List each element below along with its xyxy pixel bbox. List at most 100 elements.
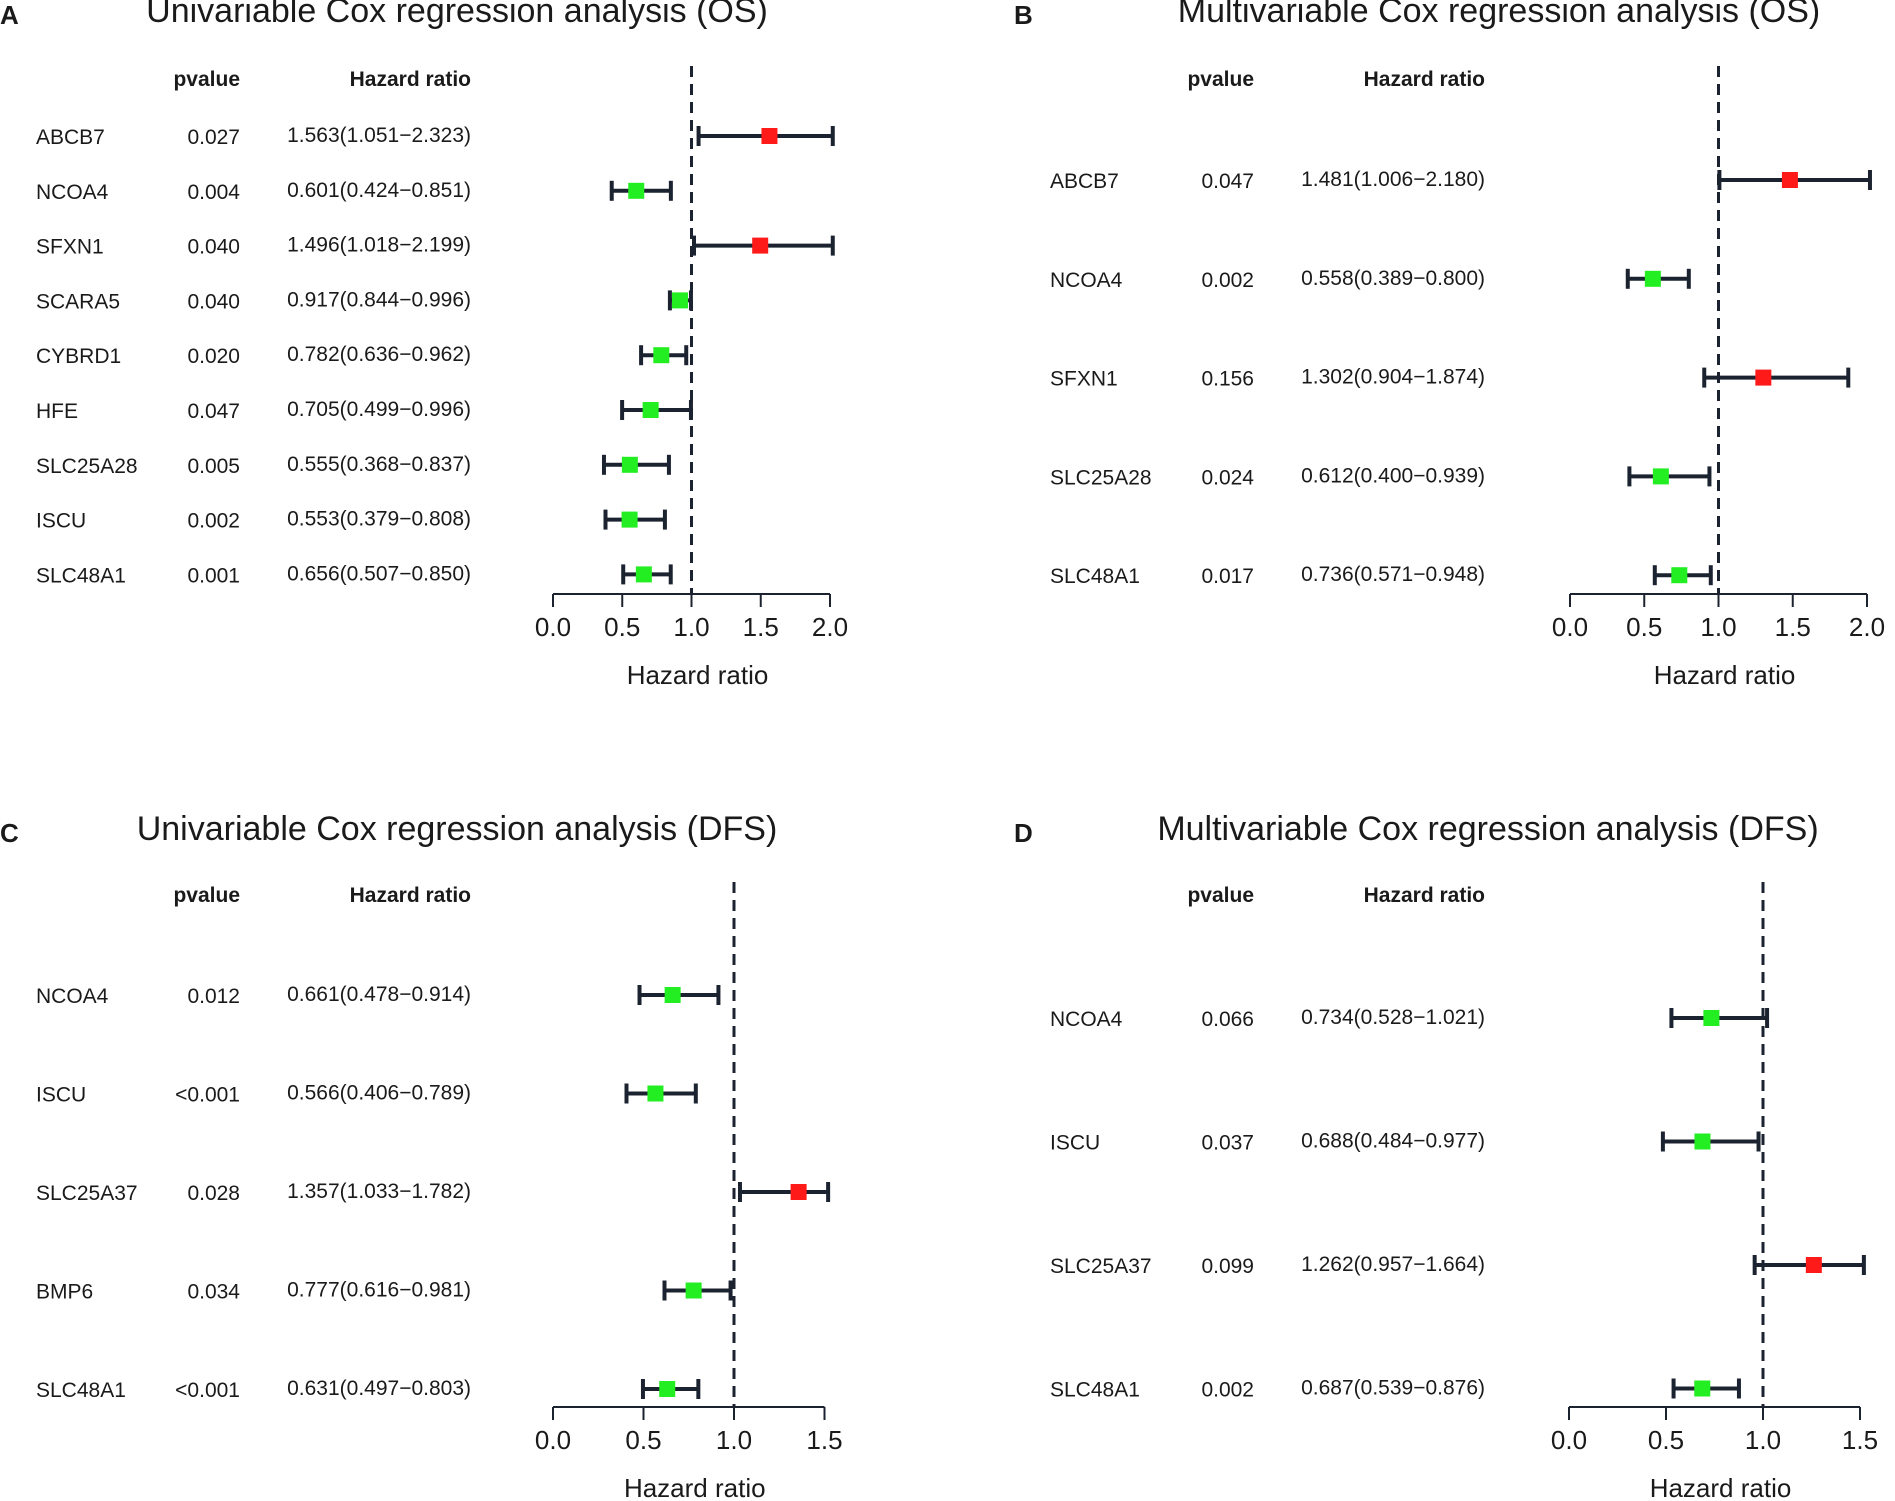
x-tick-label: 0.0: [535, 1425, 571, 1455]
p-value: 0.047: [187, 400, 240, 423]
x-axis-label: Hazard ratio: [627, 660, 769, 690]
hazard-ratio-ci: 0.917(0.844−0.996): [287, 288, 471, 311]
hr-point: [635, 566, 652, 583]
hazard-ratio-ci: 1.496(1.018−2.199): [287, 234, 471, 257]
forest-row: NCOA4 0.002 0.558(0.389−0.800): [1050, 267, 1691, 292]
hazard-ratio-ci: 0.687(0.539−0.876): [1301, 1377, 1485, 1400]
gene-name: BMP6: [36, 1281, 93, 1304]
hazard-ratio-ci: 0.566(0.406−0.789): [287, 1082, 471, 1105]
p-value: <0.001: [175, 1379, 240, 1402]
p-value: 0.020: [187, 345, 240, 368]
gene-name: ISCU: [1050, 1132, 1100, 1155]
gene-name: NCOA4: [36, 181, 109, 204]
x-tick-label: 2.0: [1849, 612, 1885, 642]
forest-row: SLC48A1 0.002 0.687(0.539−0.876): [1050, 1377, 1741, 1402]
hazard-ratio-ci: 0.661(0.478−0.914): [287, 983, 471, 1006]
forest-row: BMP6 0.034 0.777(0.616−0.981): [36, 1279, 733, 1304]
hr-point: [1781, 172, 1798, 188]
gene-name: ISCU: [36, 510, 86, 533]
hazard-ratio-ci: 0.782(0.636−0.962): [287, 343, 471, 366]
gene-name: CYBRD1: [36, 345, 121, 368]
pvalue-header: pvalue: [1187, 884, 1254, 907]
forest-row: NCOA4 0.004 0.601(0.424−0.851): [36, 179, 673, 204]
forest-row: SLC48A1 0.017 0.736(0.571−0.948): [1050, 563, 1713, 588]
x-tick-label: 0.5: [604, 612, 640, 642]
panel-title: Multivariable Cox regression analysis (D…: [1157, 810, 1818, 848]
forest-row: SLC25A37 0.028 1.357(1.033−1.782): [36, 1180, 831, 1205]
hr-point: [752, 237, 769, 254]
forest-row: SLC25A37 0.099 1.262(0.957−1.664): [1050, 1253, 1866, 1278]
p-value: 0.027: [187, 126, 240, 149]
hr-point: [642, 402, 659, 418]
hr-point: [1644, 270, 1661, 287]
panel-d: D Multivariable Cox regression analysis (…: [1014, 810, 1878, 1501]
pvalue-header: pvalue: [173, 68, 240, 91]
x-axis: 0.0 0.5 1.0 1.5 2.0 Hazard ratio: [535, 593, 848, 690]
panel-b: B Multivariable Cox regression analysis (…: [1014, 0, 1885, 690]
p-value: 0.012: [187, 985, 240, 1008]
hazard-ratio-ci: 1.481(1.006−2.180): [1301, 168, 1485, 191]
gene-name: SLC48A1: [36, 1379, 126, 1402]
x-axis: 0.0 0.5 1.0 1.5 Hazard ratio: [535, 1406, 843, 1501]
hr-point: [1694, 1380, 1711, 1397]
forest-row: ABCB7 0.047 1.481(1.006−2.180): [1050, 168, 1872, 193]
hr-point: [653, 347, 670, 364]
forest-row: NCOA4 0.066 0.734(0.528−1.021): [1050, 1006, 1770, 1031]
x-tick-label: 0.0: [535, 612, 571, 642]
panel-letter: B: [1014, 0, 1033, 30]
panel-c: C Univariable Cox regression analysis (DF…: [0, 810, 843, 1501]
forest-row: CYBRD1 0.020 0.782(0.636−0.962): [36, 343, 689, 368]
pvalue-header: pvalue: [173, 884, 240, 907]
x-tick-label: 0.0: [1552, 612, 1588, 642]
gene-name: SFXN1: [36, 236, 104, 259]
p-value: 0.156: [1201, 368, 1254, 391]
hr-point: [1805, 1257, 1822, 1273]
hr-point: [1694, 1133, 1711, 1150]
hr-point: [621, 511, 638, 528]
gene-name: SCARA5: [36, 290, 120, 313]
hr-point: [621, 456, 638, 473]
forest-row: SFXN1 0.040 1.496(1.018−2.199): [36, 234, 835, 259]
gene-name: ISCU: [36, 1084, 86, 1107]
gene-name: NCOA4: [1050, 1008, 1123, 1031]
gene-name: ABCB7: [1050, 170, 1119, 193]
hr-point: [790, 1184, 807, 1200]
gene-name: SLC25A28: [1050, 466, 1152, 489]
x-tick-label: 1.5: [743, 612, 779, 642]
forest-row: SFXN1 0.156 1.302(0.904−1.874): [1050, 366, 1851, 391]
panel-title: Univariable Cox regression analysis (DFS…: [137, 810, 778, 848]
p-value: 0.034: [187, 1281, 240, 1304]
pvalue-header: pvalue: [1187, 68, 1254, 91]
panel-a: A Univariable Cox regression analysis (OS…: [0, 0, 848, 690]
forest-row: SLC48A1 0.001 0.656(0.507−0.850): [36, 562, 673, 587]
panel-title: Multivariable Cox regression analysis (O…: [1178, 0, 1820, 30]
hazard-ratio-ci: 0.555(0.368−0.837): [287, 453, 471, 476]
p-value: 0.002: [1201, 269, 1254, 292]
gene-name: ABCB7: [36, 126, 105, 149]
hr-point: [647, 1085, 664, 1102]
x-tick-label: 1.5: [1842, 1425, 1878, 1455]
x-tick-label: 1.0: [1700, 612, 1736, 642]
gene-name: HFE: [36, 400, 78, 423]
hr-point: [1671, 567, 1688, 584]
hazard-ratio-header: Hazard ratio: [1364, 68, 1485, 91]
forest-row: SLC48A1 <0.001 0.631(0.497−0.803): [36, 1377, 701, 1402]
hr-point: [672, 292, 689, 309]
p-value: 0.004: [187, 181, 240, 204]
hr-point: [761, 128, 778, 144]
forest-row: SCARA5 0.040 0.917(0.844−0.996): [36, 288, 693, 313]
x-axis: 0.0 0.5 1.0 1.5 2.0 Hazard ratio: [1552, 593, 1885, 690]
panel-letter: C: [0, 818, 19, 848]
forest-row: SLC25A28 0.005 0.555(0.368−0.837): [36, 453, 671, 478]
p-value: 0.017: [1201, 565, 1254, 588]
x-tick-label: 2.0: [812, 612, 848, 642]
panel-title: Univariable Cox regression analysis (OS): [146, 0, 768, 30]
hazard-ratio-ci: 1.563(1.051−2.323): [287, 124, 471, 147]
hr-point: [1755, 369, 1772, 386]
x-tick-label: 1.5: [1775, 612, 1811, 642]
p-value: 0.047: [1201, 170, 1254, 193]
hazard-ratio-ci: 0.612(0.400−0.939): [1301, 464, 1485, 487]
forest-row: ISCU <0.001 0.566(0.406−0.789): [36, 1082, 698, 1107]
p-value: 0.002: [187, 510, 240, 533]
x-tick-label: 0.5: [1626, 612, 1662, 642]
